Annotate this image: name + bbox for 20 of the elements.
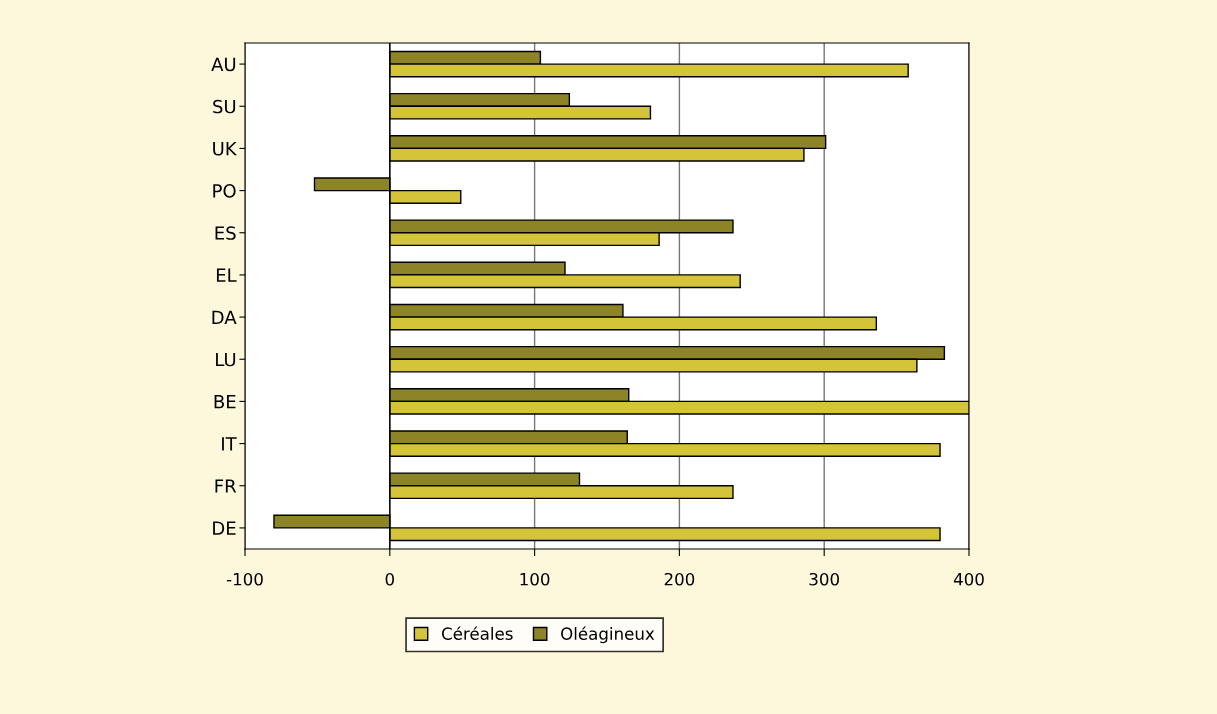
y-tick-label: SU	[213, 99, 236, 114]
y-tick-label: FR	[215, 479, 237, 493]
legend-label: Céréales	[441, 626, 513, 640]
y-tick-label: DE	[213, 521, 236, 535]
y-tick-label: LU	[216, 352, 236, 367]
y-tick-label: ES	[215, 226, 236, 240]
y-tick-label: AU	[211, 57, 236, 72]
x-tick-label: 400	[953, 572, 984, 586]
y-tick-label: IT	[222, 437, 237, 451]
x-tick-label: 100	[520, 572, 550, 586]
y-tick-label: DA	[212, 310, 237, 324]
x-tick-label: 200	[664, 572, 695, 586]
x-tick-label: -100	[226, 572, 263, 586]
x-tick-label: 300	[809, 572, 839, 586]
y-tick-label: UK	[213, 142, 238, 156]
x-tick-label: 0	[385, 572, 394, 586]
y-tick-label: BE	[214, 395, 236, 409]
y-tick-label: EL	[216, 268, 237, 282]
y-tick-label: PO	[213, 184, 236, 198]
legend-label: Oléagineux	[561, 626, 655, 644]
